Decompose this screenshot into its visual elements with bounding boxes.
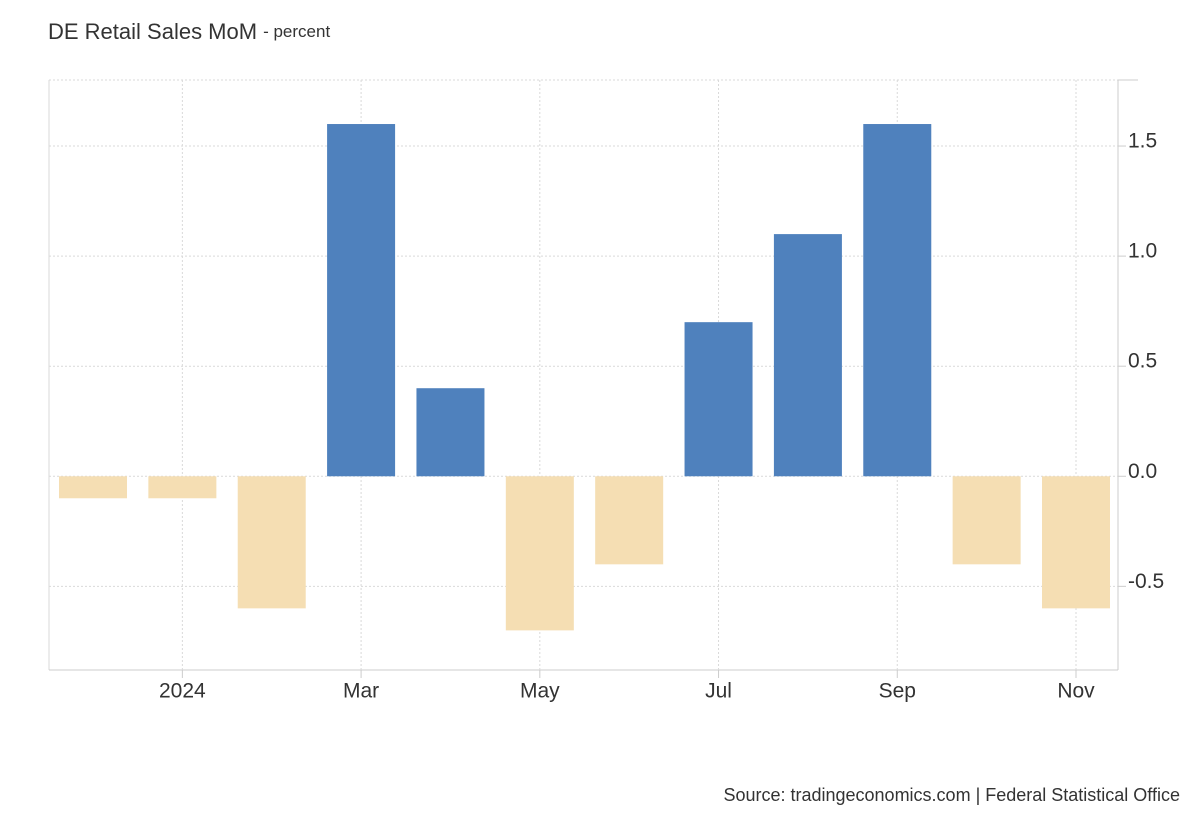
x-tick-label: 2024 xyxy=(159,680,206,703)
source: Source: tradingeconomics.com | Federal S… xyxy=(723,785,1180,805)
bar xyxy=(595,476,664,565)
bar xyxy=(237,476,306,609)
y-tick-label: -0.5 xyxy=(1128,570,1164,593)
bar xyxy=(952,476,1021,565)
bar xyxy=(773,234,842,477)
x-tick-label: Sep xyxy=(879,680,916,703)
x-tick-label: Jul xyxy=(705,680,732,703)
title: DE Retail Sales MoM xyxy=(48,19,257,44)
bar xyxy=(505,476,574,631)
y-tick-label: 0.5 xyxy=(1128,350,1157,373)
x-tick-label: Nov xyxy=(1057,680,1095,703)
bar xyxy=(863,124,932,477)
y-tick-label: 1.0 xyxy=(1128,240,1157,263)
bar xyxy=(59,476,127,499)
x-tick-label: Mar xyxy=(343,680,379,703)
bar xyxy=(327,124,396,477)
subtitle: - percent xyxy=(263,22,330,41)
y-tick-label: 1.5 xyxy=(1128,130,1157,153)
bar xyxy=(148,476,217,499)
chart-title: DE Retail Sales MoM - percent xyxy=(48,19,330,44)
bar xyxy=(416,388,485,477)
bar xyxy=(684,322,753,477)
y-tick-label: 0.0 xyxy=(1128,460,1157,483)
x-tick-label: May xyxy=(520,680,560,703)
bar xyxy=(1042,476,1110,609)
